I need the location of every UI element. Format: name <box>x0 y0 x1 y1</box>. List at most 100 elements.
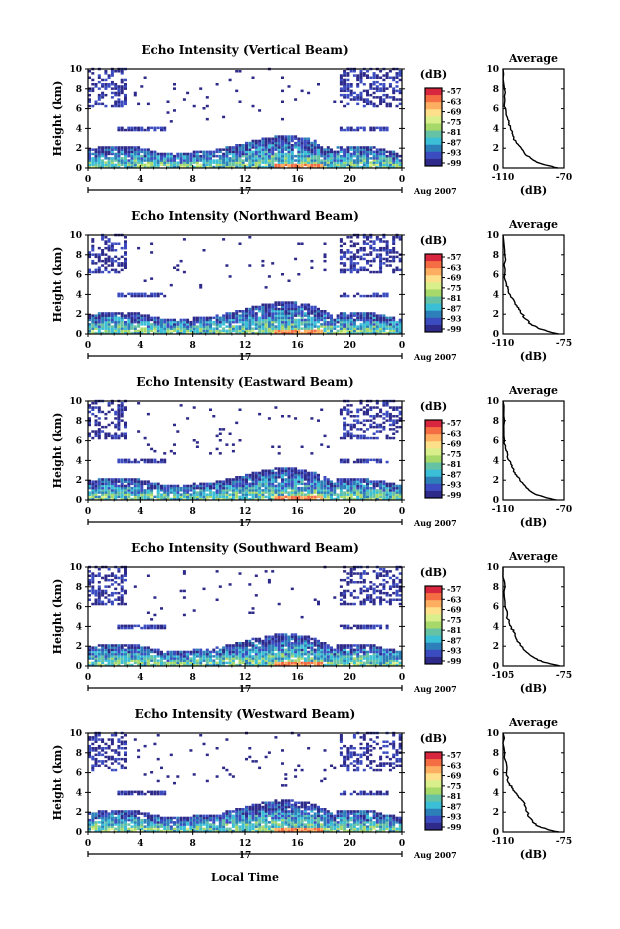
heat-cell <box>124 157 127 160</box>
heat-cell <box>209 163 212 167</box>
heat-cell <box>186 157 190 160</box>
heat-cell <box>88 574 91 577</box>
heat-cell <box>287 325 291 328</box>
heat-cell <box>94 594 98 597</box>
heat-cell <box>127 312 131 315</box>
heat-cell <box>261 661 265 665</box>
heat-cell <box>313 491 317 494</box>
heat-cell <box>271 482 275 486</box>
heat-cell <box>254 318 258 322</box>
heat-cell <box>241 476 245 479</box>
heat-cell <box>359 327 363 330</box>
heat-cell <box>297 141 301 145</box>
heat-cell <box>261 307 265 311</box>
heat-cell <box>264 657 268 660</box>
heat-cell <box>150 447 154 451</box>
heat-cell <box>274 325 278 328</box>
heat-cell <box>117 146 121 149</box>
heat-cell <box>395 415 399 418</box>
heat-cell <box>130 154 134 158</box>
heat-cell <box>156 154 160 158</box>
heat-cell <box>130 163 134 167</box>
heat-cell <box>294 303 298 306</box>
heat-cell <box>195 325 199 328</box>
heat-cell <box>120 415 124 418</box>
heat-cell <box>107 663 111 667</box>
heat-cell <box>150 486 154 490</box>
heat-cell <box>235 148 239 151</box>
heat-cell <box>231 486 235 490</box>
heat-cell <box>359 323 363 326</box>
heat-cell <box>356 163 360 167</box>
heat-cell <box>140 482 144 486</box>
heat-cell <box>137 126 141 130</box>
heat-cell <box>124 570 127 573</box>
heat-cell <box>251 157 255 160</box>
heat-cell <box>245 331 248 335</box>
heat-cell <box>392 238 396 241</box>
heat-cell <box>182 659 186 662</box>
heat-cell <box>94 320 98 324</box>
heat-cell <box>218 432 222 435</box>
heat-cell <box>254 150 258 154</box>
heat-cell <box>173 652 176 656</box>
heat-cell <box>375 423 379 427</box>
heat-cell <box>241 657 245 660</box>
heat-cell <box>120 624 124 628</box>
heat-cell <box>300 493 304 496</box>
heat-cell <box>375 87 379 90</box>
heat-cell <box>359 70 363 73</box>
heat-cell <box>110 661 114 665</box>
heat-cell <box>117 104 121 108</box>
heat-cell <box>339 480 343 483</box>
heat-cell <box>271 325 275 328</box>
heat-cell <box>303 141 307 145</box>
heat-cell <box>343 312 347 315</box>
colorbar-swatch <box>425 95 442 103</box>
heat-cell <box>362 294 366 298</box>
colorbar-swatch <box>425 130 442 139</box>
heat-cell <box>258 159 262 162</box>
heat-cell <box>258 157 262 160</box>
heat-cell <box>287 146 291 149</box>
heat-cell <box>281 165 284 169</box>
heat-cell <box>369 100 373 103</box>
heat-cell <box>173 443 176 446</box>
heat-cell <box>117 655 121 658</box>
heat-cell <box>320 146 324 149</box>
heat-cell <box>104 602 108 606</box>
heat-cell <box>124 497 127 501</box>
heat-cell <box>209 661 212 665</box>
heat-cell <box>127 152 131 156</box>
colorbar-frame <box>424 87 443 167</box>
heat-cell <box>189 659 193 662</box>
heat-cell <box>339 161 343 164</box>
heat-cell <box>343 85 347 88</box>
heat-cell <box>225 661 229 665</box>
heat-cell <box>310 478 314 481</box>
heat-cell <box>212 495 216 499</box>
heat-cell <box>359 489 363 492</box>
heat-cell <box>209 325 212 328</box>
heat-cell <box>297 152 301 156</box>
colorbar-swatch <box>425 469 442 478</box>
heat-cell <box>209 159 212 162</box>
heat-cell <box>199 493 203 496</box>
heat-cell <box>281 484 284 488</box>
heat-cell <box>228 159 232 162</box>
heat-cell <box>349 161 353 164</box>
heat-cell <box>310 482 314 486</box>
heat-cell <box>317 478 320 481</box>
heat-cell <box>395 251 399 254</box>
heat-cell <box>143 655 147 658</box>
heat-cell <box>245 484 248 488</box>
heat-cell <box>212 661 216 665</box>
heat-cell <box>398 236 402 239</box>
heat-cell <box>281 486 284 490</box>
heat-cell <box>372 432 376 435</box>
heat-cell <box>356 327 360 330</box>
heat-cell <box>146 157 150 160</box>
heat-cell <box>97 421 101 425</box>
heat-cell <box>303 327 307 330</box>
heat-cell <box>379 98 383 101</box>
